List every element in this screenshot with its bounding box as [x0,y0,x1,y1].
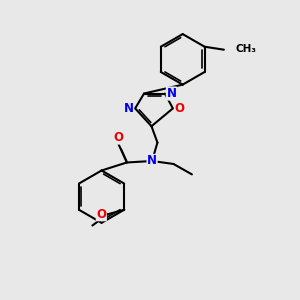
Text: O: O [174,102,184,115]
Text: N: N [147,154,157,167]
Text: N: N [167,87,176,100]
Text: CH₃: CH₃ [235,44,256,54]
Text: N: N [124,102,134,115]
Text: O: O [96,208,106,221]
Text: O: O [113,131,124,144]
